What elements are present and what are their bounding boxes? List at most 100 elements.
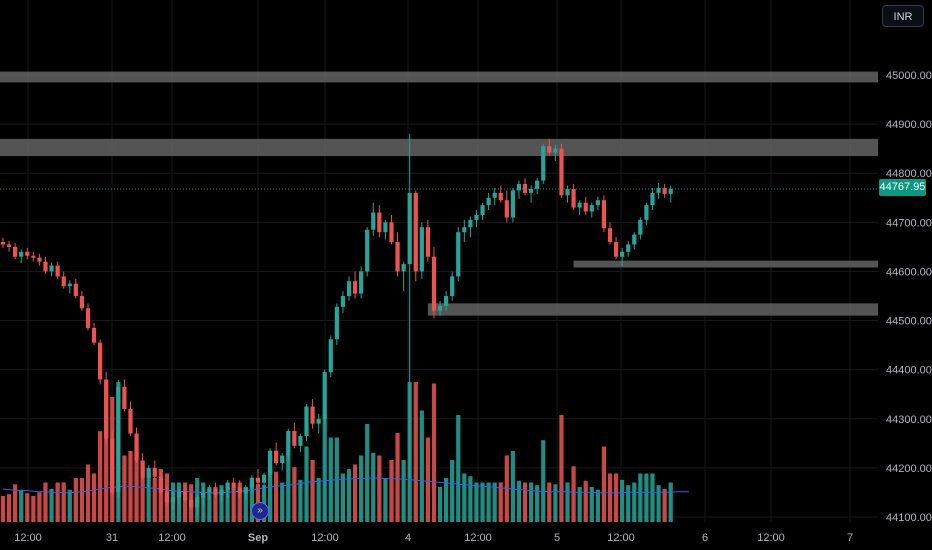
volume-bar: [316, 478, 321, 522]
volume-bar: [419, 410, 424, 522]
candle: [504, 190, 509, 223]
candle: [620, 247, 625, 267]
volume-bar: [535, 485, 540, 522]
volume-bar: [577, 487, 582, 522]
candle-body: [213, 488, 218, 495]
candle-body: [176, 491, 182, 498]
candle: [565, 185, 570, 203]
candle-body: [377, 212, 382, 233]
candle: [444, 291, 449, 311]
currency-button[interactable]: INR: [882, 5, 924, 27]
candle-body: [589, 205, 594, 212]
candle-body: [267, 450, 273, 475]
volume-bar: [541, 440, 546, 522]
candle-body: [292, 431, 297, 446]
candle: [104, 372, 109, 444]
time-axis-label: 5: [554, 532, 560, 544]
time-axis-label: 12:00: [607, 532, 635, 544]
price-axis[interactable]: 45000.00 44900.00 44800.00 44700.00 44600.00…: [886, 70, 932, 524]
candle: [359, 266, 364, 299]
time-axis-label: 12:00: [158, 532, 186, 544]
candle-body: [110, 438, 115, 493]
candle-body: [613, 241, 619, 257]
candle-body: [6, 244, 12, 247]
candle-body: [25, 251, 30, 256]
candle: [201, 487, 206, 505]
candle-body: [632, 234, 637, 245]
candle-body: [541, 146, 546, 181]
candle-body: [91, 327, 97, 343]
volume-bar: [298, 479, 303, 522]
candle-body: [85, 308, 91, 328]
candle: [122, 379, 127, 412]
candle: [656, 183, 661, 199]
double-chevron-right-icon[interactable]: »: [251, 502, 269, 520]
volume-bar: [267, 455, 273, 522]
volume-bar: [140, 464, 145, 522]
volume-bar: [225, 482, 230, 522]
candle: [134, 427, 139, 463]
candle-body: [371, 212, 376, 230]
time-axis[interactable]: 12:00 31 12:00 Sep 12:00 4 12:00 5 12:00 6 12:00 7: [14, 532, 853, 544]
volume-bar: [468, 476, 473, 522]
candle: [450, 271, 455, 301]
candle-body: [486, 197, 491, 206]
candle: [346, 276, 352, 301]
volume-bar: [274, 471, 279, 522]
volume-bar: [383, 478, 388, 522]
candle: [419, 222, 424, 279]
candle: [553, 144, 558, 161]
volume-bar: [91, 473, 97, 522]
candle: [219, 487, 224, 504]
candle-body: [207, 488, 212, 493]
volume-bar: [67, 489, 72, 522]
candle: [55, 261, 60, 279]
candle-body: [104, 379, 109, 439]
candle-body: [67, 283, 72, 287]
candle-body: [231, 482, 236, 488]
volume-bar: [425, 437, 430, 522]
candle-body: [55, 265, 60, 277]
candle-body: [607, 228, 613, 242]
time-axis-label: 12:00: [14, 532, 42, 544]
candle: [462, 219, 467, 242]
candle: [395, 232, 400, 277]
candle: [516, 180, 522, 199]
volume-bar: [365, 424, 370, 522]
candle-body: [365, 229, 370, 272]
candle: [322, 369, 327, 424]
candle: [577, 200, 582, 215]
candle: [225, 480, 230, 498]
candle: [67, 280, 72, 294]
candle: [644, 202, 649, 225]
time-axis-label: 7: [847, 532, 853, 544]
volume-bar: [146, 473, 151, 522]
volume-bar: [613, 473, 619, 522]
volume-bar: [340, 473, 346, 522]
volume-bar: [73, 478, 78, 522]
volume-bar: [207, 487, 212, 522]
volume-bar: [249, 482, 254, 522]
volume-bar: [668, 482, 673, 522]
candle-body: [553, 148, 558, 153]
candle: [352, 271, 358, 299]
candle-body: [650, 192, 655, 206]
volume-bar: [571, 466, 576, 522]
candle: [407, 133, 412, 478]
candle-body: [73, 283, 78, 296]
candle: [98, 339, 103, 385]
candle: [207, 485, 212, 500]
candle: [140, 453, 145, 481]
candle-body: [140, 460, 145, 478]
price-zone: [0, 71, 878, 83]
candle-body: [456, 232, 461, 277]
candlesticks: [0, 133, 673, 515]
candle: [486, 192, 491, 211]
candle: [152, 460, 157, 481]
candle-body: [183, 491, 188, 500]
volume-bar: [13, 484, 18, 522]
candle-body: [462, 227, 467, 233]
volume-bar: [589, 487, 594, 522]
candle-body: [644, 205, 649, 220]
